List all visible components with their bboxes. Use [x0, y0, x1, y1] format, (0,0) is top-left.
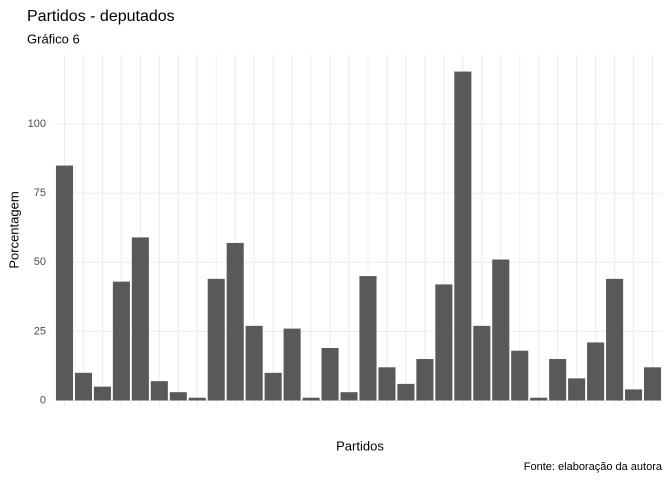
bar	[302, 397, 320, 401]
bar	[416, 359, 434, 401]
bar	[245, 325, 263, 401]
bar	[283, 328, 301, 401]
bar	[112, 281, 130, 401]
bar	[207, 278, 225, 401]
bar	[226, 242, 244, 401]
bar	[568, 378, 586, 401]
bar	[530, 397, 548, 401]
bar	[473, 325, 491, 401]
bar	[264, 372, 282, 401]
bar	[150, 381, 168, 401]
bar	[131, 237, 149, 401]
bar	[55, 165, 74, 401]
y-axis-label: Porcentagem	[6, 191, 21, 268]
chart-title: Partidos - deputados	[27, 8, 175, 25]
bar	[359, 276, 377, 401]
bar	[169, 392, 187, 401]
bar	[378, 367, 396, 401]
y-tick-label: 100	[28, 118, 46, 130]
bar	[435, 284, 453, 401]
bar	[454, 71, 472, 401]
x-axis-label: Partidos	[336, 438, 384, 453]
bar	[625, 389, 643, 401]
y-tick-label: 0	[40, 394, 46, 406]
bar	[321, 347, 339, 401]
bar	[606, 278, 624, 401]
bar	[549, 359, 567, 401]
bar	[492, 259, 510, 401]
bar	[511, 350, 529, 401]
y-tick-label: 75	[34, 187, 46, 199]
caption: Fonte: elaboração da autora	[524, 461, 663, 473]
y-tick-label: 25	[34, 325, 46, 337]
bar	[340, 392, 358, 401]
bar	[643, 367, 662, 401]
y-tick-label: 50	[34, 256, 46, 268]
bar	[587, 342, 605, 401]
bar	[93, 386, 111, 401]
bar	[397, 383, 415, 401]
chart-subtitle: Gráfico 6	[27, 31, 80, 46]
bar	[188, 397, 206, 401]
bar	[74, 372, 92, 401]
